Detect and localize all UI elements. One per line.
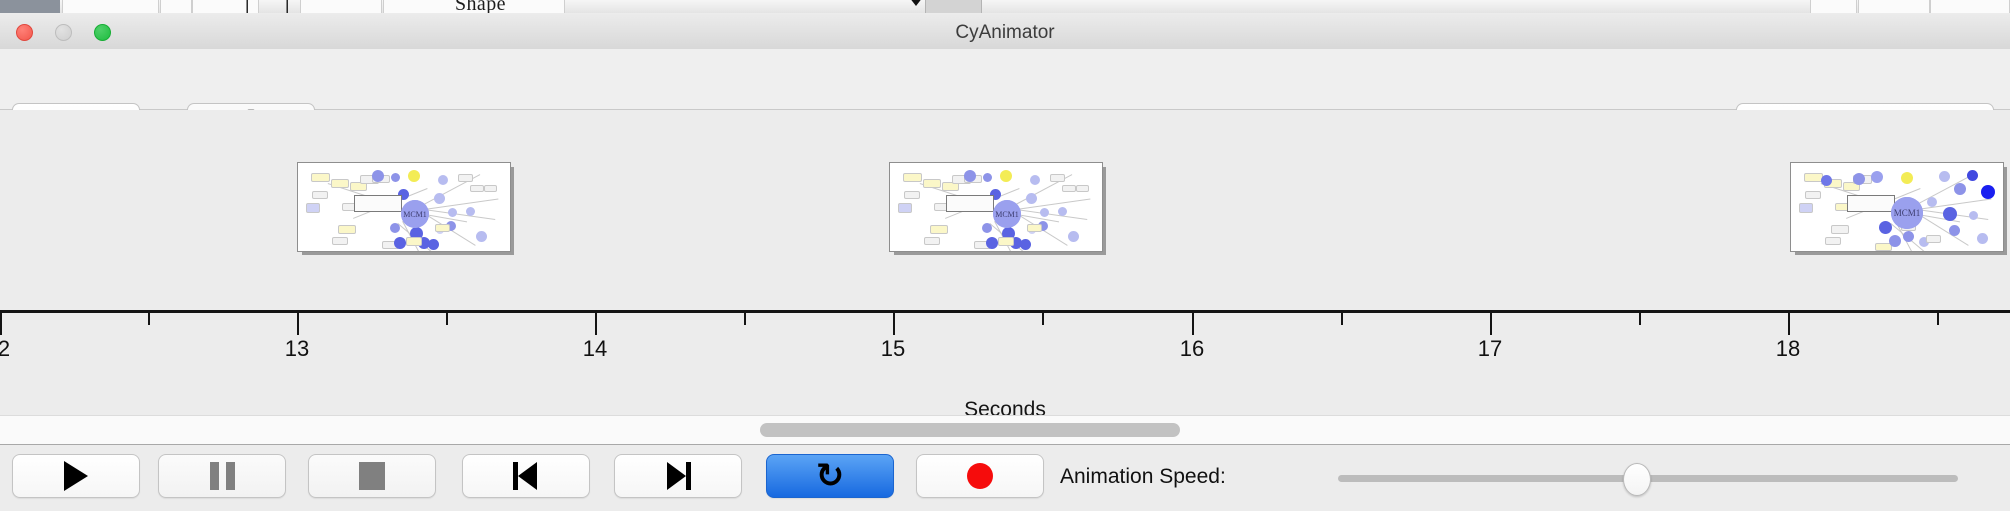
- play-icon: [64, 461, 88, 491]
- axis-tick-label: 15: [880, 336, 906, 361]
- window-title: CyAnimator: [955, 22, 1055, 43]
- stop-button[interactable]: [308, 454, 436, 498]
- axis-tick-minor: [1937, 313, 1939, 325]
- frames-area[interactable]: MCM1: [0, 110, 2010, 310]
- axis-tick-minor: [1639, 313, 1641, 325]
- stop-icon: [359, 462, 385, 490]
- background-segment: [192, 0, 259, 13]
- titlebar: CyAnimator: [0, 13, 2010, 50]
- timeline-panel[interactable]: MCM1: [0, 110, 2010, 421]
- loop-button[interactable]: ↻: [766, 454, 894, 498]
- slider-thumb[interactable]: [1623, 463, 1651, 496]
- axis-tick-label: 13: [284, 336, 310, 361]
- axis-tick-minor: [744, 313, 746, 325]
- axis-tick-major: [1192, 313, 1194, 335]
- axis-tick-label: 17: [1477, 336, 1503, 361]
- record-button[interactable]: [916, 454, 1044, 498]
- background-tab: [925, 0, 982, 13]
- axis-tick-label: 2: [0, 336, 11, 361]
- background-segment: [1858, 0, 1930, 13]
- axis-tick-major: [297, 313, 299, 335]
- play-button[interactable]: [12, 454, 140, 498]
- background-window-strip: | | Shape: [0, 0, 2010, 13]
- network-thumbnail: MCM1: [1790, 162, 2004, 252]
- background-segment: [383, 0, 565, 13]
- axis-tick-minor: [446, 313, 448, 325]
- background-window-titlebar: [0, 0, 60, 13]
- skip-back-icon: [512, 462, 540, 490]
- skip-forward-icon: [664, 462, 692, 490]
- network-thumbnail: MCM1: [297, 162, 511, 252]
- axis-tick-minor: [1042, 313, 1044, 325]
- hub-node-label: MCM1: [993, 200, 1021, 228]
- skip-back-button[interactable]: [462, 454, 590, 498]
- background-caret-icon: [909, 0, 923, 6]
- pause-icon: [209, 462, 235, 490]
- record-icon: [967, 463, 993, 489]
- playback-controls: ↻ Animation Speed:: [0, 444, 2010, 511]
- hub-node-label: MCM1: [401, 200, 429, 228]
- background-segment: [300, 0, 382, 13]
- timeline-axis: [0, 310, 2010, 313]
- axis-tick-label: 16: [1179, 336, 1205, 361]
- background-window-label: Shape: [455, 0, 506, 13]
- background-segment: [1930, 0, 2010, 13]
- background-segment: [62, 0, 159, 13]
- axis-tick-major: [1788, 313, 1790, 335]
- axis-tick-major: [595, 313, 597, 335]
- axis-tick-label: 18: [1775, 336, 1801, 361]
- animation-speed-slider[interactable]: [1338, 463, 1958, 496]
- axis-tick-label: 14: [582, 336, 608, 361]
- toolbar: Clear All Frames: [0, 49, 2010, 145]
- loop-icon: ↻: [815, 456, 845, 496]
- pause-button[interactable]: [158, 454, 286, 498]
- axis-tick-minor: [148, 313, 150, 325]
- axis-tick-major: [0, 313, 2, 335]
- axis-tick-minor: [1341, 313, 1343, 325]
- background-segment: [1810, 0, 1857, 13]
- minimize-button[interactable]: [55, 24, 72, 41]
- network-thumbnail: MCM1: [889, 162, 1103, 252]
- close-button[interactable]: [16, 24, 33, 41]
- zoom-button[interactable]: [94, 24, 111, 41]
- axis-tick-major: [1490, 313, 1492, 335]
- background-segment: [160, 0, 192, 13]
- scrollbar-thumb[interactable]: [760, 423, 1180, 437]
- axis-tick-major: [893, 313, 895, 335]
- animation-speed-label: Animation Speed:: [1060, 465, 1226, 488]
- skip-forward-button[interactable]: [614, 454, 742, 498]
- hub-node-label: MCM1: [1891, 197, 1923, 229]
- timeline-scrollbar[interactable]: [0, 415, 2010, 445]
